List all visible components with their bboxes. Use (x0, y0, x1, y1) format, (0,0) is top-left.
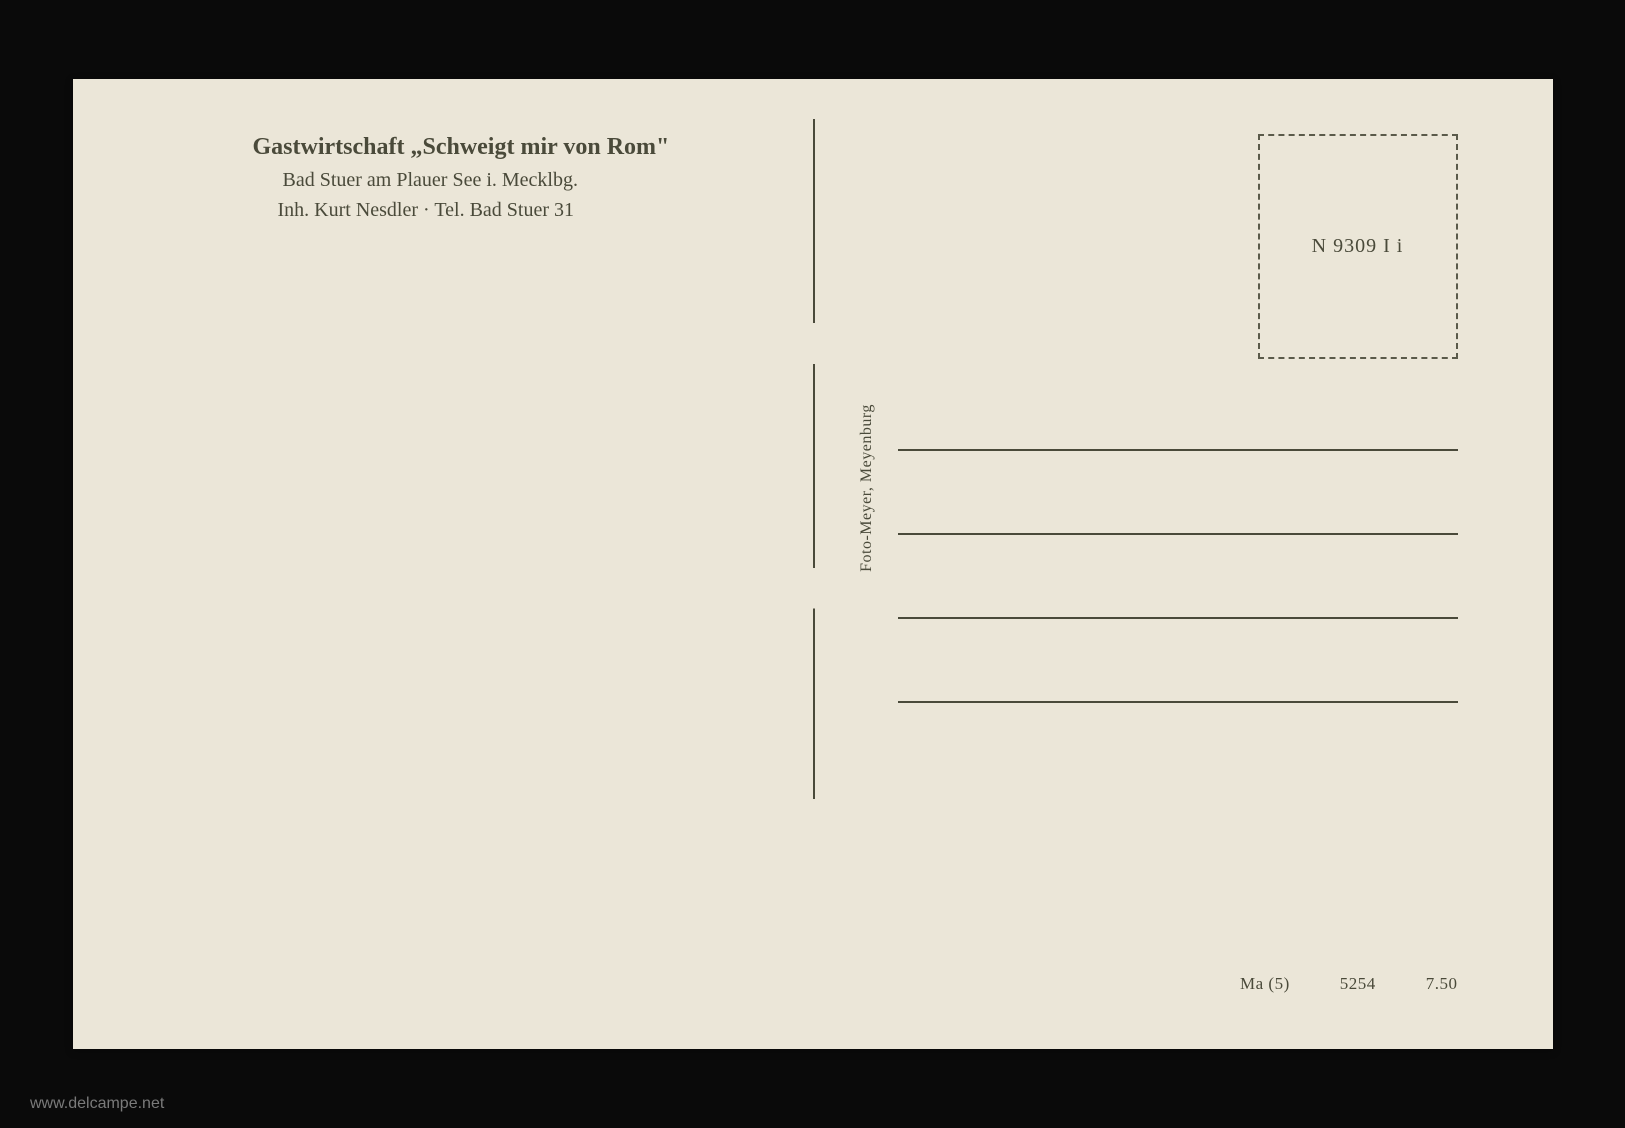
address-line (898, 449, 1458, 451)
stamp-placeholder-box: N 9309 I i (1258, 134, 1458, 359)
stamp-code: N 9309 I i (1312, 235, 1404, 258)
print-code-2: 5254 (1340, 974, 1376, 994)
business-contact: Inh. Kurt Nesdler · Tel. Bad Stuer 31 (278, 195, 670, 225)
postcard-back: Gastwirtschaft „Schweigt mir von Rom" Ba… (73, 79, 1553, 1049)
address-line (898, 617, 1458, 619)
sender-header: Gastwirtschaft „Schweigt mir von Rom" Ba… (253, 129, 670, 225)
business-location: Bad Stuer am Plauer See i. Mecklbg. (283, 165, 670, 195)
print-code-1: Ma (5) (1240, 974, 1290, 994)
address-line (898, 701, 1458, 703)
print-codes: Ma (5) 5254 7.50 (1240, 974, 1457, 994)
business-name: Gastwirtschaft „Schweigt mir von Rom" (253, 129, 670, 165)
address-line (898, 533, 1458, 535)
center-divider-line (813, 119, 815, 799)
print-code-3: 7.50 (1426, 974, 1458, 994)
publisher-credit: Foto-Meyer, Meyenburg (857, 404, 875, 572)
site-watermark: www.delcampe.net (30, 1095, 164, 1113)
address-lines-area (898, 449, 1458, 703)
